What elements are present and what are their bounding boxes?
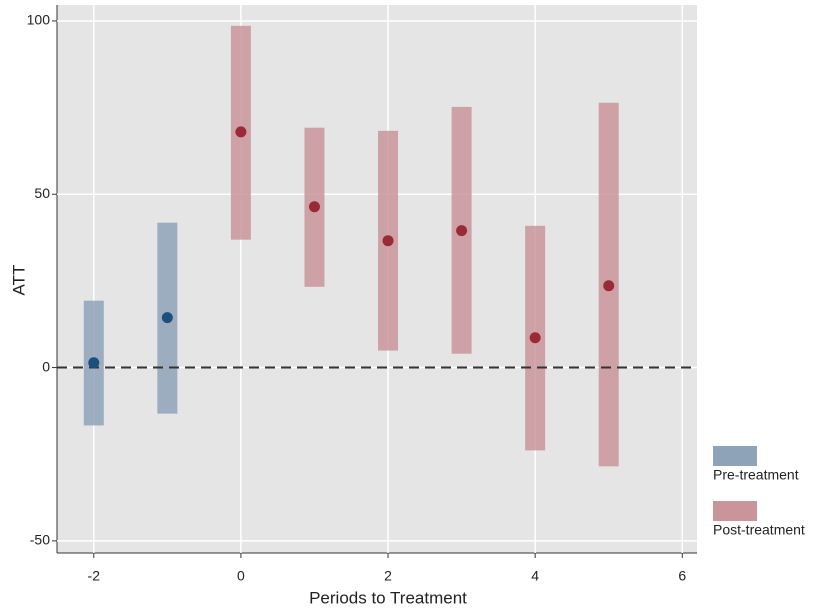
y-tick-label: 0 (42, 358, 50, 374)
legend-label: Pre-treatment (713, 467, 799, 483)
x-tick-label: 4 (531, 568, 539, 584)
x-axis-label: Periods to Treatment (309, 588, 467, 607)
point-estimate (382, 235, 394, 247)
y-axis-label: ATT (9, 265, 28, 296)
point-estimate (161, 312, 173, 324)
x-tick-label: 0 (237, 568, 245, 584)
x-tick-label: 2 (384, 568, 392, 584)
legend-label: Post-treatment (713, 522, 805, 538)
point-estimate (603, 280, 615, 292)
legend-swatch (713, 446, 757, 466)
point-estimate (88, 357, 100, 369)
y-tick-label: -50 (30, 532, 50, 548)
y-tick-label: 100 (27, 12, 51, 28)
point-estimate (235, 126, 247, 138)
y-tick-label: 50 (34, 185, 50, 201)
x-tick-label: 6 (678, 568, 686, 584)
point-estimate (456, 225, 468, 237)
point-estimate (529, 332, 541, 344)
point-estimate (308, 201, 320, 213)
x-tick-label: -2 (88, 568, 101, 584)
legend-swatch (713, 501, 757, 521)
